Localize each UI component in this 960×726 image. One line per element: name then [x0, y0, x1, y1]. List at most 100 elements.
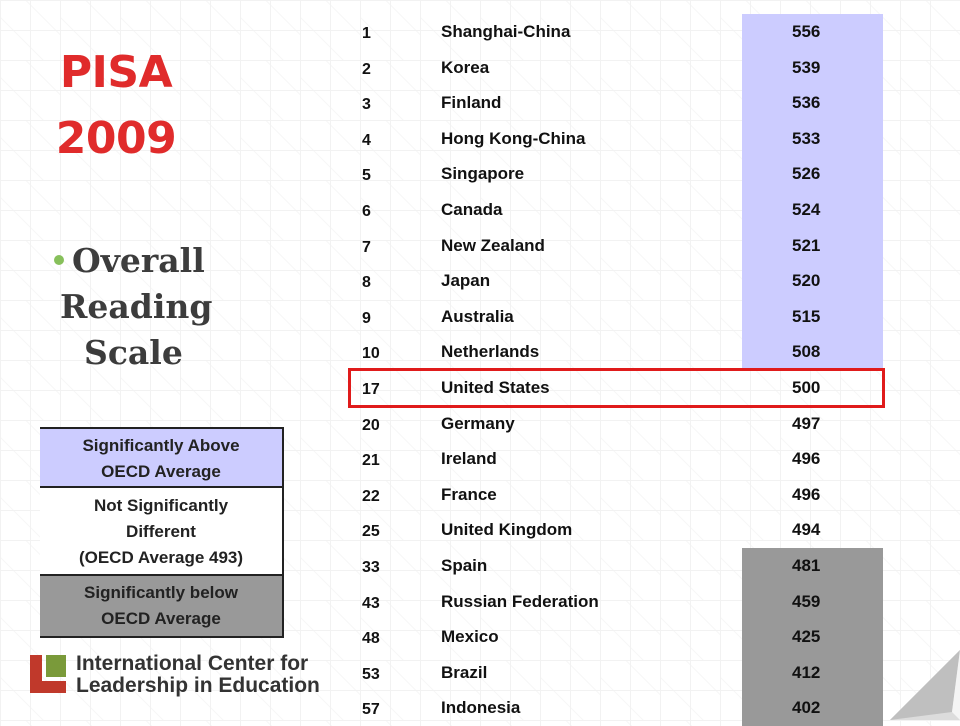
rank-cell: 5 — [362, 167, 371, 185]
country-cell: Netherlands — [441, 342, 540, 362]
title-line-2: 2009 — [55, 113, 177, 164]
legend-notsig-line-2: Different — [126, 522, 196, 541]
score-cell: 402 — [792, 698, 821, 718]
table-row: 48 Mexico 425 — [350, 619, 883, 655]
legend-notsig-line-3: (OECD Average 493) — [78, 548, 244, 567]
rank-cell: 57 — [362, 701, 380, 719]
country-cell: Finland — [441, 93, 502, 113]
score-cell: 556 — [792, 22, 821, 41]
table-row: 21 Ireland 496 — [350, 441, 883, 477]
rank-cell: 43 — [362, 594, 380, 612]
bullet-icon — [54, 255, 64, 265]
table-row-highlighted: 17 United States 500 — [348, 367, 885, 408]
score-cell: 521 — [792, 235, 821, 255]
rank-cell: 22 — [362, 487, 380, 505]
country-cell: Shanghai-China — [441, 22, 571, 41]
score-cell: 533 — [792, 128, 821, 148]
table-row: 57 Indonesia 402 — [350, 690, 883, 726]
table-row: 9 Australia 515 — [350, 298, 883, 335]
icle-logo: International Center for Leadership in E… — [30, 653, 320, 698]
country-cell: Canada — [441, 199, 503, 219]
score-cell-background — [742, 227, 883, 264]
title-line-1: PISA — [59, 47, 173, 98]
table-row: 5 Singapore 526 — [350, 156, 883, 192]
table-row: 25 United Kingdom 494 — [350, 512, 883, 548]
table-row: 22 France 496 — [350, 477, 883, 513]
score-cell: 520 — [792, 271, 821, 291]
score-cell-background — [742, 583, 883, 620]
score-cell: 459 — [792, 591, 821, 611]
country-cell: Spain — [441, 555, 488, 575]
subtitle-bullet: Overall Reading Scale — [54, 238, 234, 376]
score-cell-background — [742, 547, 883, 584]
rank-cell: 33 — [362, 558, 380, 576]
score-cell-background — [742, 191, 883, 228]
score-cell: 500 — [792, 377, 821, 397]
country-cell: Brazil — [441, 662, 488, 682]
legend-not-significant: Not Significantly Different (OECD Averag… — [40, 488, 282, 576]
ranking-table: 1 Shanghai-China 556 2 Korea 539 3 Finland 536 4 H… — [348, 14, 885, 726]
country-cell: Singapore — [441, 164, 525, 184]
table-row: 7 New Zealand 521 — [350, 227, 883, 264]
score-cell: 515 — [792, 306, 821, 326]
score-cell: 496 — [792, 449, 821, 469]
legend-above-line-2: OECD Average — [101, 462, 221, 481]
table-row: 4 Hong Kong-China 533 — [350, 120, 883, 157]
score-cell: 481 — [792, 555, 821, 575]
table-row: 1 Shanghai-China 556 — [350, 14, 883, 50]
table-row: 43 Russian Federation 459 — [350, 583, 883, 620]
logo-line-2: Leadership in Education — [76, 674, 320, 697]
score-cell: 539 — [792, 57, 821, 77]
logo-mark-icon — [30, 655, 66, 693]
page-curl-icon — [890, 650, 960, 720]
score-cell: 496 — [792, 484, 821, 504]
score-cell: 526 — [792, 164, 821, 184]
rank-cell: 10 — [362, 345, 380, 363]
rank-cell: 48 — [362, 630, 380, 648]
score-cell: 497 — [792, 413, 821, 433]
legend-below-line-1: Significantly below — [84, 583, 238, 602]
rank-cell: 20 — [362, 416, 380, 434]
country-cell: Russian Federation — [441, 591, 599, 611]
table-row: 3 Finland 536 — [350, 85, 883, 121]
legend: Significantly Above OECD Average Not Sig… — [40, 427, 284, 638]
country-cell: Korea — [441, 57, 490, 77]
country-cell: Hong Kong-China — [441, 128, 586, 148]
score-cell-background — [742, 14, 883, 50]
rank-cell: 1 — [362, 25, 371, 42]
country-cell: Mexico — [441, 627, 499, 647]
subtitle-line-1: Overall — [72, 241, 205, 280]
score-cell-background — [742, 263, 883, 299]
table-row: 33 Spain 481 — [350, 547, 883, 584]
score-cell-background — [742, 334, 883, 370]
score-cell: 508 — [792, 342, 821, 362]
subtitle-line-3: Scale — [84, 333, 183, 372]
rank-cell: 3 — [362, 96, 371, 114]
legend-notsig-line-1: Not Significantly — [93, 496, 229, 515]
score-cell-background — [742, 120, 883, 157]
country-cell: Australia — [441, 306, 514, 326]
logo-line-1: International Center for — [76, 652, 309, 675]
score-cell: 412 — [792, 662, 821, 682]
page-title: PISA 2009 — [46, 40, 186, 172]
country-cell: Ireland — [441, 449, 497, 469]
score-cell: 524 — [792, 199, 821, 219]
country-cell: Germany — [441, 413, 515, 433]
legend-above-line-1: Significantly Above — [82, 436, 240, 455]
rank-cell: 21 — [362, 452, 380, 470]
score-cell: 494 — [792, 520, 821, 540]
table-row: 8 Japan 520 — [350, 263, 883, 299]
rank-cell: 17 — [362, 380, 380, 398]
table-row: 2 Korea 539 — [350, 49, 883, 86]
score-cell-background — [742, 654, 883, 691]
country-cell: Indonesia — [441, 698, 521, 718]
country-cell: United Kingdom — [441, 520, 573, 540]
subtitle-line-2: Reading — [60, 287, 213, 326]
rank-cell: 9 — [362, 309, 371, 327]
country-cell: Japan — [441, 271, 491, 291]
legend-above: Significantly Above OECD Average — [40, 427, 282, 488]
rank-cell: 8 — [362, 274, 371, 292]
rank-cell: 6 — [362, 202, 371, 220]
rank-cell: 53 — [362, 665, 380, 683]
score-cell: 425 — [792, 627, 821, 647]
